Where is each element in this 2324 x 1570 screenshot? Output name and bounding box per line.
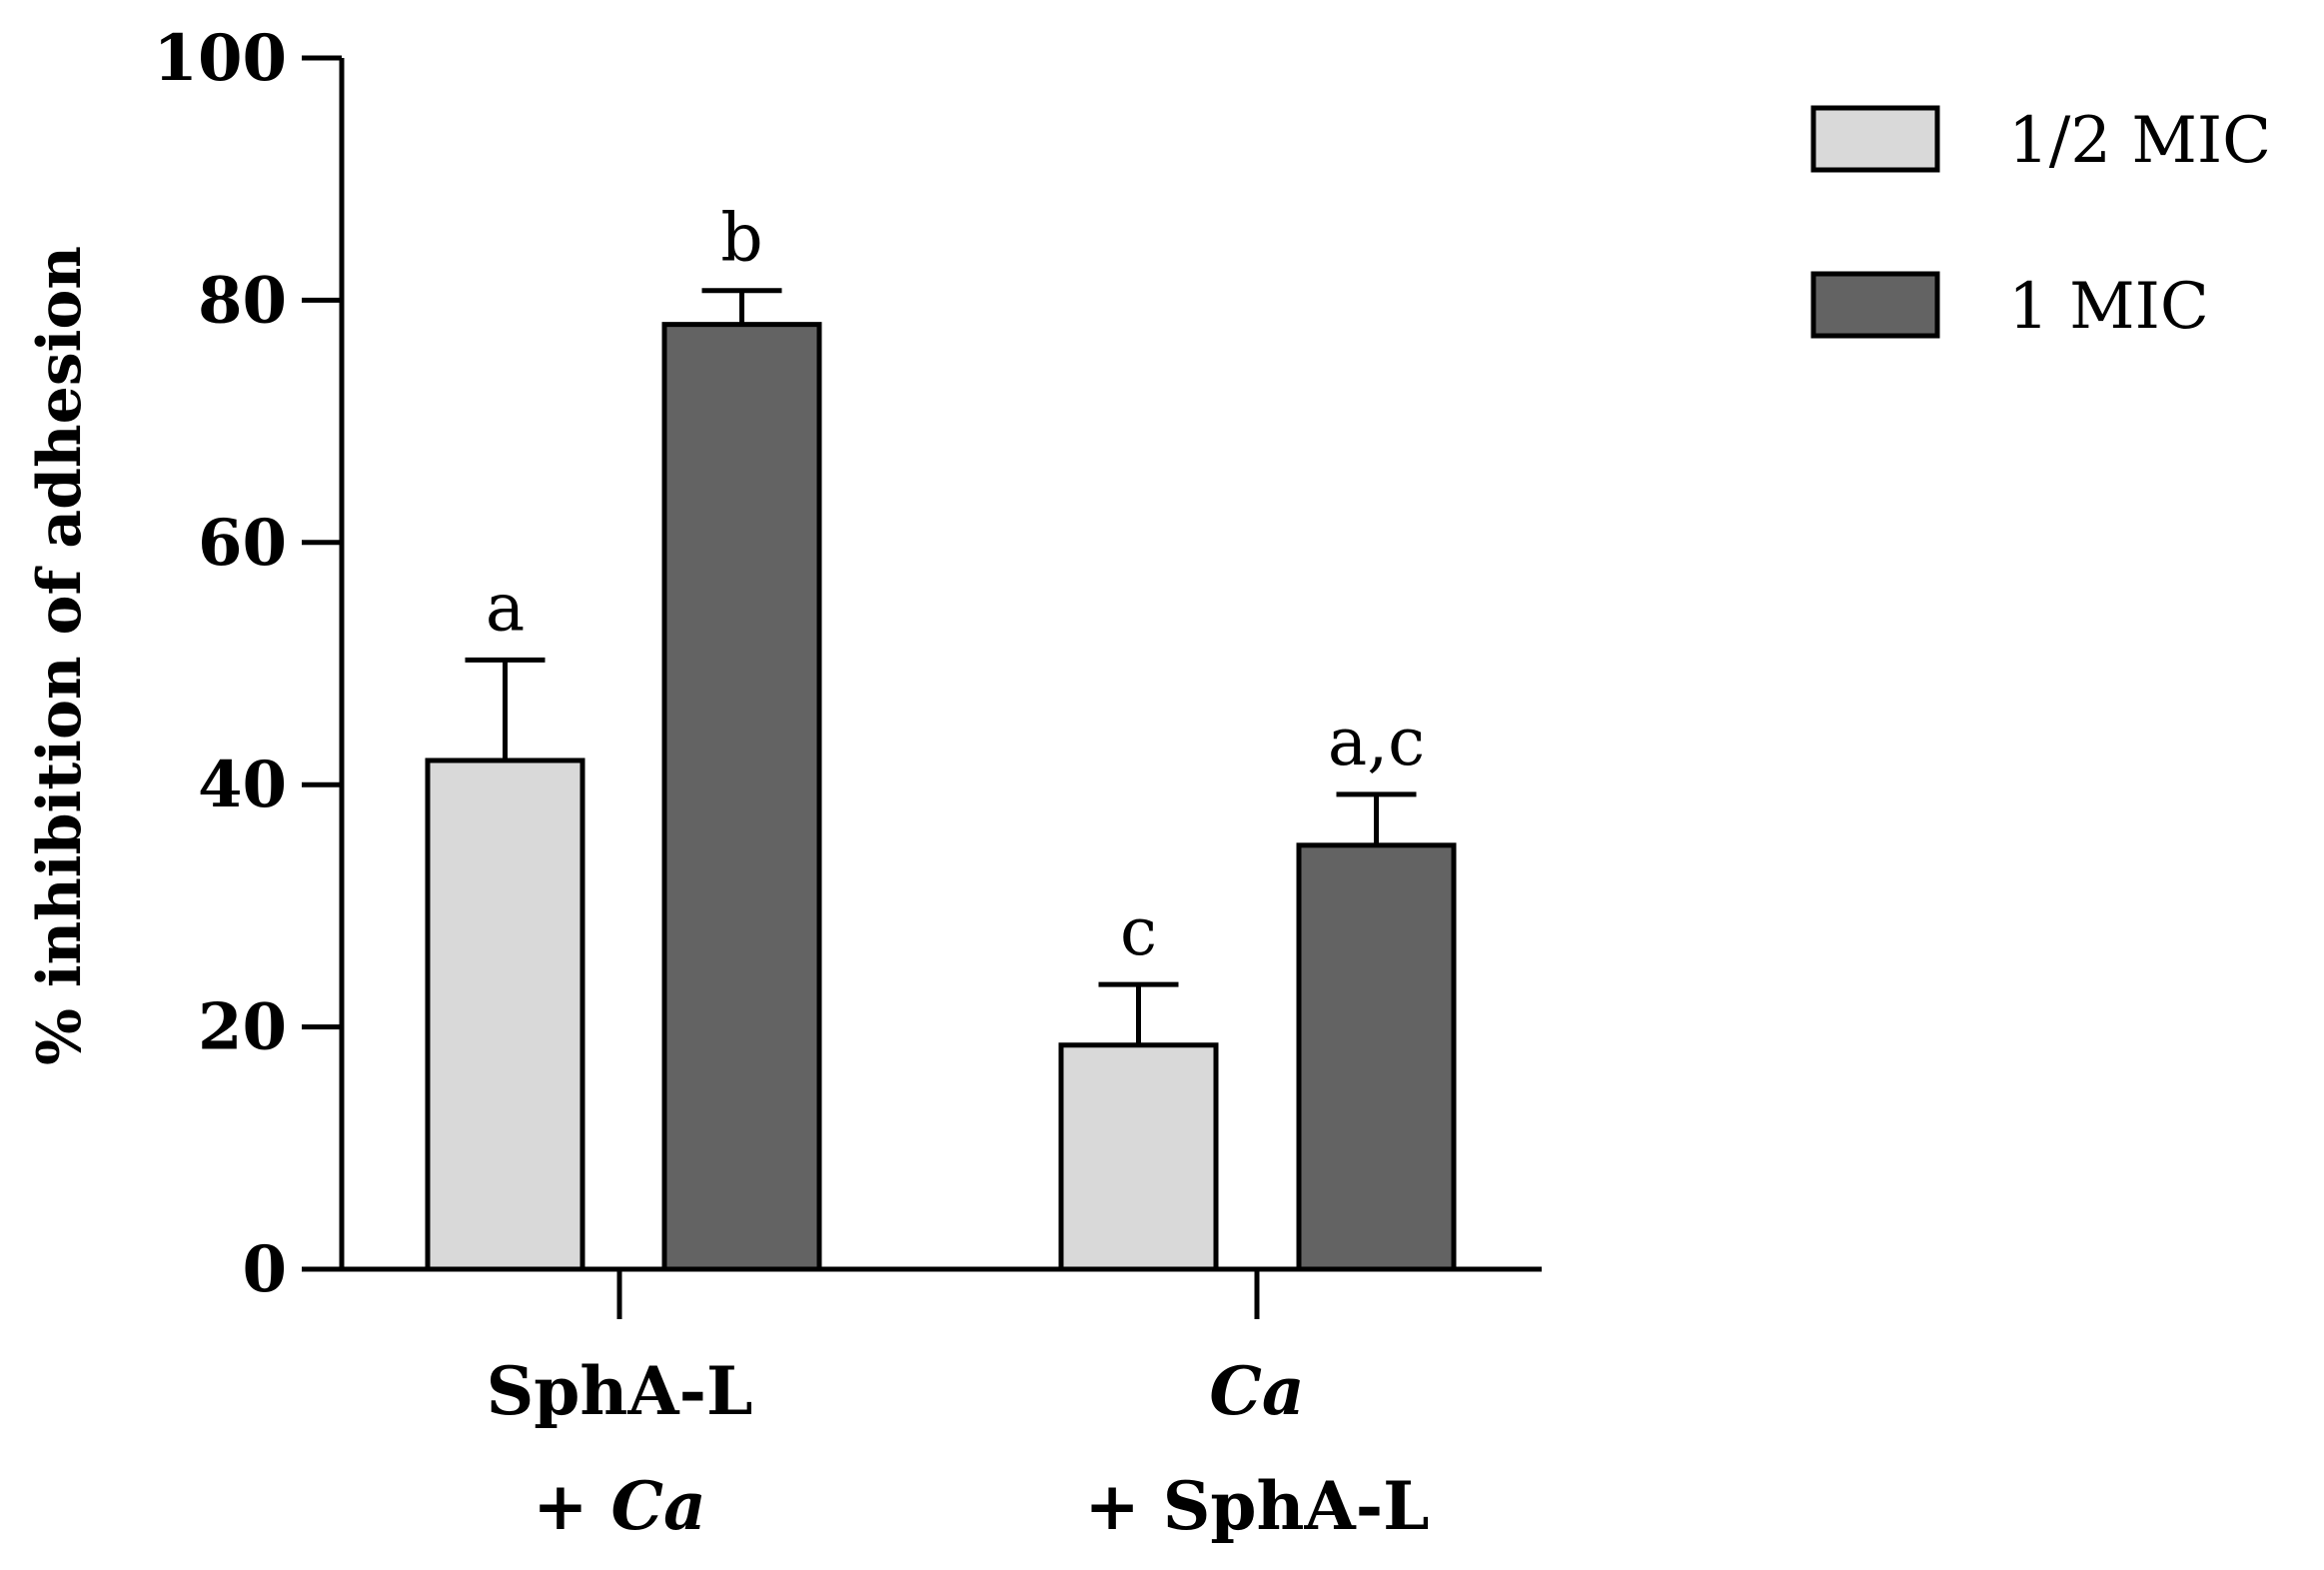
x-category-label-part: +: [533, 1467, 610, 1545]
bars: a c b a,c: [425, 200, 1457, 1272]
legend-label: 1/2 MIC: [2008, 104, 2271, 178]
legend-swatch: [1810, 271, 1940, 339]
x-category-label-part: Ca: [610, 1467, 705, 1545]
x-category-label: + Ca: [533, 1467, 706, 1545]
x-category-label: + SphA-L: [1084, 1467, 1429, 1545]
y-axis-title: % inhibition of adhesion: [25, 246, 95, 1065]
y-tick-label: 80: [198, 263, 287, 338]
x-category-label: SphA-L: [487, 1352, 753, 1430]
bar: [1058, 1042, 1219, 1272]
x-category-label-part: SphA-L: [487, 1352, 753, 1430]
x-category-label-part: + SphA-L: [1084, 1467, 1429, 1545]
significance-label: a,c: [1328, 704, 1425, 781]
y-tick-label: 60: [198, 506, 287, 581]
significance-label: c: [1120, 893, 1157, 970]
legend-label: 1 MIC: [2008, 270, 2209, 344]
significance-label: a: [486, 569, 525, 646]
y-axis: 0 20 40 60 80 100: [153, 21, 345, 1307]
y-tick-label: 100: [153, 21, 287, 96]
legend-swatch: [1810, 105, 1940, 173]
y-tick-label: 20: [198, 990, 287, 1065]
bar: [1296, 842, 1457, 1272]
x-category-label-part: Ca: [1209, 1352, 1304, 1430]
significance-label: b: [720, 200, 762, 277]
bar: [425, 758, 585, 1272]
x-category-label: Ca: [1209, 1352, 1304, 1430]
y-tick-label: 40: [198, 748, 287, 822]
bar: [661, 322, 822, 1272]
y-tick-label: 0: [242, 1232, 287, 1307]
legend: 1/2 MIC 1 MIC: [1810, 104, 2271, 344]
